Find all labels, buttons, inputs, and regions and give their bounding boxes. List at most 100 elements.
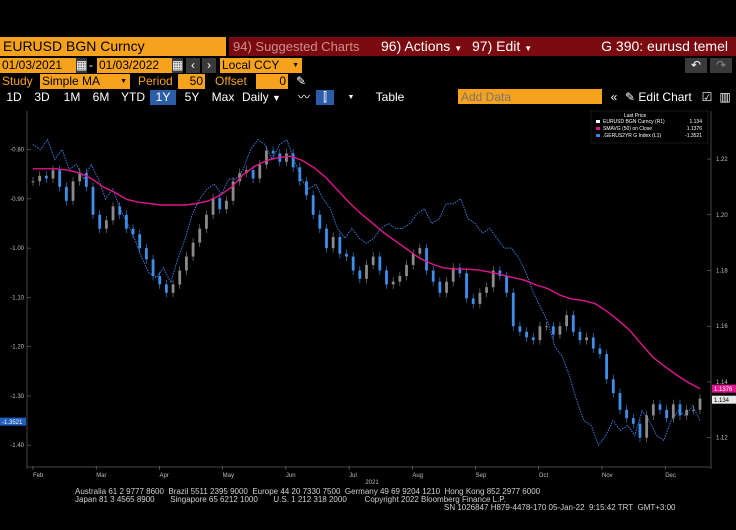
candle-body xyxy=(151,259,155,277)
right-tick-label: 1.22 xyxy=(716,157,728,163)
left-tick-label: -1.30 xyxy=(10,394,24,400)
range-ytd[interactable]: YTD xyxy=(121,89,145,104)
candle-body xyxy=(398,276,402,282)
suggested-charts-menu[interactable]: 94) Suggested Charts xyxy=(229,37,379,56)
settings-icon[interactable]: ☑ xyxy=(701,89,713,104)
candle-body xyxy=(144,248,148,260)
candle-body xyxy=(111,206,115,221)
footer-line-1: Australia 61 2 9777 8600 Brazil 5511 239… xyxy=(75,487,541,496)
candle-body xyxy=(498,270,502,277)
candle-body xyxy=(178,270,182,285)
candle-body xyxy=(505,276,508,293)
calendar-icon[interactable]: ▦ xyxy=(172,57,184,73)
actions-menu[interactable]: 96) Actions ▼ xyxy=(377,37,468,56)
candle-body xyxy=(331,237,335,249)
study-label: Study xyxy=(2,73,33,88)
left-tick-label: -0.90 xyxy=(10,197,24,203)
date-separator: - xyxy=(89,57,93,72)
candle-body xyxy=(338,237,342,254)
study-row: Study Simple MA ▼ Period 50 Offset 0 ✎ xyxy=(0,73,736,89)
frequency-select[interactable]: Daily ▼ xyxy=(242,90,294,105)
candle-body xyxy=(44,175,48,179)
range-5y[interactable]: 5Y xyxy=(184,89,200,104)
date-row: 01/03/2021 ▦ - 01/03/2022 ▦ ‹ › Local CC… xyxy=(0,57,736,73)
start-date-input[interactable]: 01/03/2021 xyxy=(0,57,76,73)
candle-body xyxy=(558,326,562,335)
candle-body xyxy=(218,198,222,210)
period-input[interactable]: 50 xyxy=(178,73,205,89)
chevron-down-icon: ▼ xyxy=(524,44,533,53)
currency-select[interactable]: Local CCY ▼ xyxy=(220,57,302,73)
table-button[interactable]: Table xyxy=(375,89,405,104)
candle-body xyxy=(64,186,68,201)
redo-icon[interactable]: ↷ xyxy=(710,57,732,73)
offset-input[interactable]: 0 xyxy=(256,73,288,89)
price-chart[interactable]: -0.80 -0.90 -1.00 -1.10 -1.20 -1.30 -1.40 1.22… xyxy=(0,107,736,485)
title-bar: EURUSD BGN Curncy 94) Suggested Charts 9… xyxy=(0,37,736,56)
chevron-down-icon[interactable]: ▼ xyxy=(347,93,355,101)
legend-item-value: -1.3521 xyxy=(685,133,702,139)
candle-chart-icon[interactable]: ⫿ xyxy=(316,89,334,105)
candle-body xyxy=(391,281,395,285)
chevron-down-icon: ▼ xyxy=(292,61,299,69)
x-tick-label: Mar xyxy=(96,473,106,479)
range-1m[interactable]: 1M xyxy=(63,89,81,104)
edit-chart-label: Edit Chart xyxy=(638,89,692,104)
candle-body xyxy=(305,181,308,196)
next-period-button[interactable]: › xyxy=(202,57,216,73)
x-tick-label: Oct xyxy=(539,473,549,479)
candle-body xyxy=(285,153,288,162)
candle-body xyxy=(645,415,649,438)
legend-swatch xyxy=(596,134,600,137)
candle-body xyxy=(205,214,208,229)
legend-item-name: EURUSD BGN Curncy (R1) xyxy=(603,119,665,125)
left-tick-label: -1.20 xyxy=(10,345,24,351)
candle-body xyxy=(71,181,75,201)
chart-options-icon[interactable]: ▥ xyxy=(719,89,731,104)
last-value-badges: 1.1376 1.134 -1.3521 xyxy=(0,384,736,426)
gerus2yr-badge-label: -1.3521 xyxy=(2,420,23,426)
line-chart-icon[interactable]: 〰 xyxy=(297,89,310,104)
legend-item-value: 1.134 xyxy=(689,119,702,125)
range-3d[interactable]: 3D xyxy=(34,89,50,104)
prev-period-button[interactable]: ‹ xyxy=(186,57,200,73)
ticker-field[interactable]: EURUSD BGN Curncy xyxy=(0,37,226,56)
add-data-input[interactable] xyxy=(458,89,602,104)
candle-body xyxy=(211,198,215,215)
candle-body xyxy=(258,164,262,179)
edit-chart-button[interactable]: ✎ Edit Chart xyxy=(625,90,697,105)
right-tick-label: 1.16 xyxy=(716,324,728,330)
candle-body xyxy=(351,256,355,271)
candle-body xyxy=(491,270,495,288)
candle-body xyxy=(605,354,609,380)
pencil-icon[interactable]: ✎ xyxy=(296,73,307,88)
candle-body xyxy=(698,398,702,410)
candle-body xyxy=(471,298,475,304)
range-1d[interactable]: 1D xyxy=(6,89,22,104)
candle-body xyxy=(598,348,602,355)
range-toolbar: 1D 3D 1M 6M YTD 1Y 5Y Max Daily ▼ 〰 ⫿ ▼ … xyxy=(0,89,736,105)
page-title: G 390: eurusd temel xyxy=(538,37,736,56)
range-1y[interactable]: 1Y xyxy=(150,89,176,105)
candle-body xyxy=(251,170,255,179)
candle-body xyxy=(658,404,662,410)
smavg-line xyxy=(33,155,701,390)
candle-body xyxy=(638,423,642,438)
calendar-icon[interactable]: ▦ xyxy=(76,57,88,73)
range-6m[interactable]: 6M xyxy=(92,89,110,104)
study-select[interactable]: Simple MA ▼ xyxy=(40,73,130,89)
edit-menu[interactable]: 97) Edit ▼ xyxy=(468,37,538,56)
smavg-badge-label: 1.1376 xyxy=(714,387,733,393)
collapse-icon[interactable]: « xyxy=(610,89,618,104)
legend-item-name: .GERUS2YR G Index (L1) xyxy=(603,133,661,139)
candle-body xyxy=(84,172,88,187)
currency-label: Local CCY xyxy=(222,57,280,72)
range-max[interactable]: Max xyxy=(211,89,235,104)
x-tick-label: Aug xyxy=(412,473,423,479)
footer-line-3: SN 1026847 H879-4478-170 05-Jan-22 9:15:… xyxy=(444,503,676,512)
undo-icon[interactable]: ↶ xyxy=(685,57,707,73)
candle-body xyxy=(238,172,242,182)
candle-body xyxy=(91,186,95,215)
end-date-input[interactable]: 01/03/2022 xyxy=(97,57,172,73)
candle-body xyxy=(231,181,235,201)
